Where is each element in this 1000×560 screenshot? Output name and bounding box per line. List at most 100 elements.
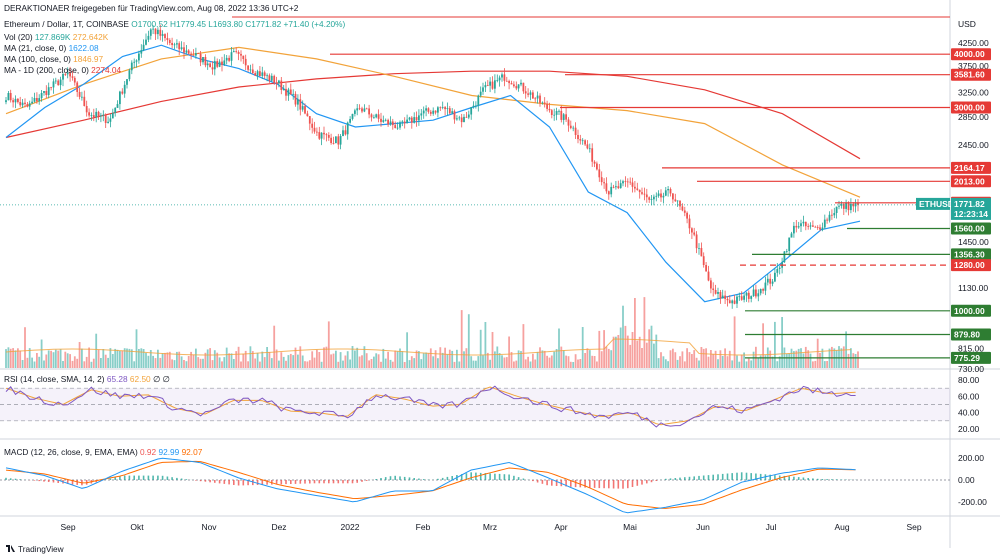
volume-bar — [161, 353, 164, 368]
price-level-badge-bg — [951, 68, 991, 81]
macd-histogram-bar — [731, 473, 733, 480]
candle-body — [593, 161, 596, 164]
volume-bar — [107, 357, 109, 368]
volume-bar — [802, 353, 805, 368]
price-level-value: 1280.00 — [954, 260, 985, 270]
candle-body — [823, 219, 826, 228]
candle-body — [541, 102, 544, 104]
volume-bar — [301, 355, 304, 368]
volume-bar — [645, 342, 648, 368]
macd-histogram-bar — [157, 475, 159, 480]
macd-histogram-bar — [593, 480, 596, 488]
macd-histogram-bar — [788, 476, 790, 480]
macd-histogram-bar — [290, 480, 292, 484]
volume-bar — [679, 356, 681, 368]
macd-histogram-bar — [793, 476, 795, 480]
volume-bar — [363, 346, 366, 368]
candle-body — [598, 169, 601, 178]
candle-body — [702, 256, 705, 265]
volume-bar — [95, 333, 98, 368]
macd-histogram-bar — [536, 480, 539, 483]
candle-body — [370, 114, 373, 118]
candle-body — [610, 186, 613, 195]
candle-body — [351, 113, 354, 119]
price-axis-label: 2850.00 — [958, 112, 989, 122]
volume-bar — [337, 361, 340, 368]
volume-bar — [660, 352, 662, 368]
candle-body — [354, 110, 356, 114]
volume-bar — [149, 350, 152, 368]
candle-body — [64, 74, 67, 75]
candle-body — [164, 34, 166, 39]
macd-histogram-bar — [180, 478, 183, 480]
volume-bar — [192, 354, 195, 368]
candle-body — [111, 113, 114, 119]
volume-bar — [712, 353, 715, 368]
volume-bar — [24, 327, 26, 368]
candle-body — [199, 53, 202, 63]
volume-bar — [130, 349, 133, 368]
candle-body — [448, 108, 451, 114]
volume-bar — [458, 361, 461, 368]
candle-body — [721, 295, 724, 299]
macd-histogram-bar — [218, 480, 221, 484]
candle-body — [819, 227, 821, 230]
candle-body — [418, 115, 420, 121]
candle-body — [62, 74, 64, 80]
macd-histogram-bar — [802, 477, 805, 480]
candle-body — [344, 130, 347, 135]
volume-bar — [522, 324, 525, 368]
candle-body — [489, 81, 491, 86]
price-levels: 4000.003581.603000.002164.172013.001792.… — [330, 48, 991, 364]
candle-body — [140, 50, 143, 54]
volume-bar — [612, 336, 615, 368]
volume-bar — [444, 347, 446, 368]
macd-histogram-bar — [451, 476, 453, 480]
volume-bar — [225, 347, 228, 368]
volume-bar — [463, 351, 465, 368]
indicator-name: Vol (20) — [4, 32, 35, 42]
macd-histogram-bar — [422, 479, 425, 480]
volume-bar — [209, 348, 211, 368]
macd-histogram-bar — [726, 473, 729, 480]
candle-body — [605, 183, 608, 192]
volume-bar — [116, 349, 119, 368]
candle-body — [382, 120, 385, 122]
candle-body — [195, 53, 197, 56]
volume-bar — [361, 355, 363, 368]
rsi-axis-label: 60.00 — [958, 391, 980, 401]
candle-body — [603, 182, 605, 184]
macd-histogram-bar — [498, 473, 501, 480]
volume-bar — [854, 354, 857, 368]
candle-body — [717, 292, 719, 294]
price-level-badge-bg — [951, 48, 991, 61]
macd-histogram-bar — [783, 475, 786, 480]
candle-body — [114, 107, 117, 113]
candle-body — [213, 61, 216, 70]
volume-bar — [740, 354, 743, 368]
price-level-badge: 2013.00 — [951, 175, 991, 188]
volume-bar — [477, 356, 480, 368]
candle-body — [707, 271, 710, 281]
candle-body — [287, 89, 290, 96]
price-level-value: 2164.17 — [954, 163, 985, 173]
candle-body — [738, 296, 741, 298]
macd-histogram-bar — [532, 480, 534, 482]
candle-body — [850, 203, 852, 211]
candle-body — [116, 104, 119, 108]
volume-bar — [624, 325, 627, 368]
candle-body — [256, 71, 259, 76]
macd-histogram-bar — [437, 478, 439, 480]
candle-body — [168, 40, 171, 43]
candle-body — [337, 136, 340, 145]
candle-body — [733, 300, 736, 304]
macd-histogram-bar — [570, 480, 572, 487]
candle-body — [629, 181, 632, 183]
volume-bar — [228, 353, 230, 368]
candle-body — [814, 226, 817, 228]
volume-bar — [330, 354, 332, 368]
volume-bar — [823, 361, 826, 368]
price-axis-label: 1130.00 — [958, 283, 988, 293]
volume-bar — [282, 356, 285, 368]
